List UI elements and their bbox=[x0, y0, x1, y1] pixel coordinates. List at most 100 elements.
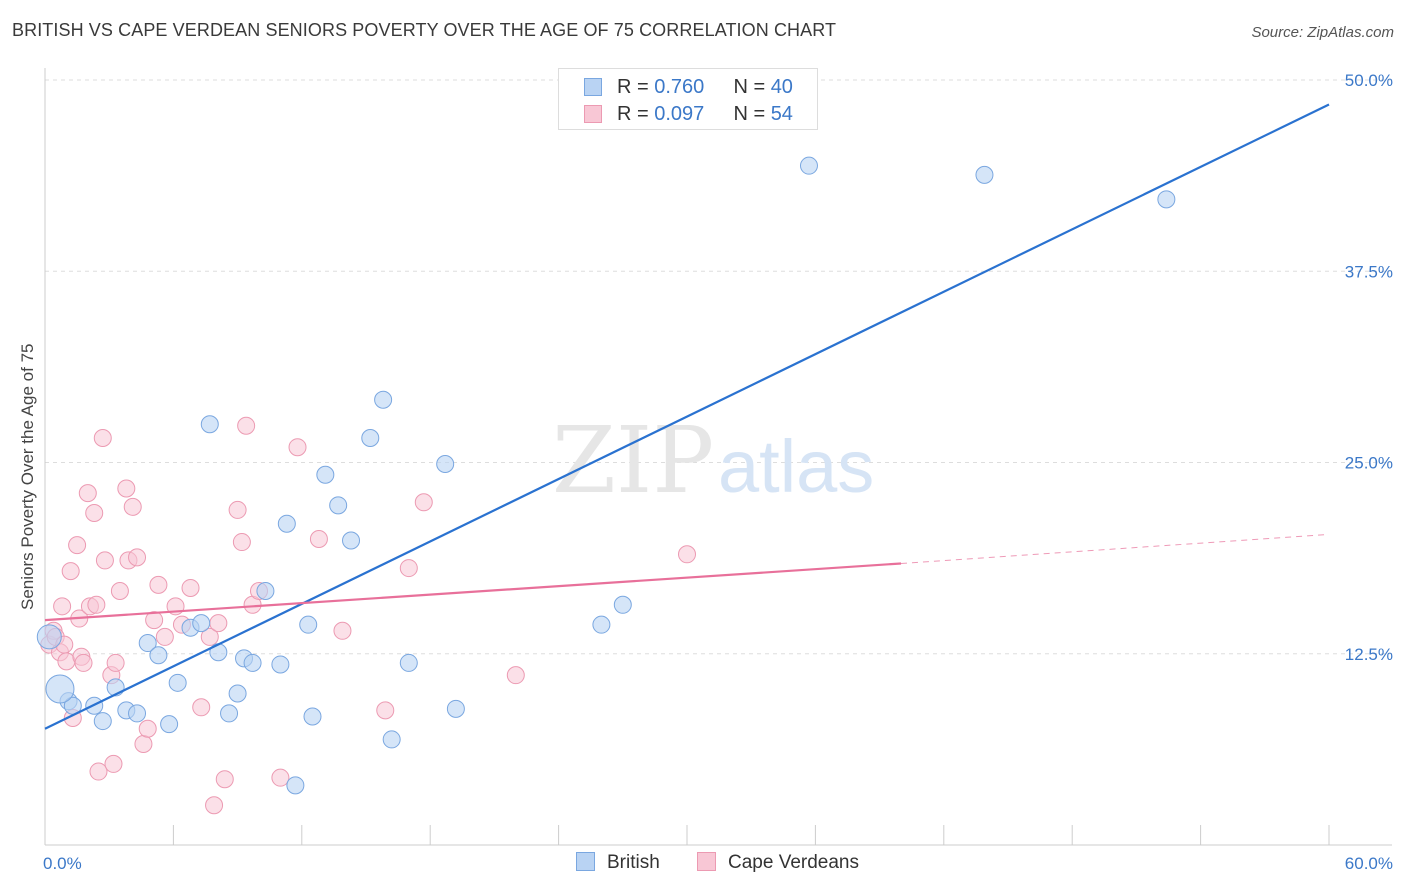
legend-r-label: R = bbox=[617, 103, 655, 125]
y-tick-label: 25.0% bbox=[1345, 454, 1393, 473]
data-point-british bbox=[192, 614, 211, 633]
data-point-cape-verdeans bbox=[181, 578, 200, 597]
data-point-cape-verdeans bbox=[192, 698, 211, 717]
data-point-cape-verdeans bbox=[74, 653, 93, 672]
data-point-british bbox=[799, 156, 818, 175]
legend-n-value: 40 bbox=[770, 76, 793, 98]
chart-title: BRITISH VS CAPE VERDEAN SENIORS POVERTY … bbox=[12, 20, 837, 40]
legend-r-value: 0.097 bbox=[654, 103, 705, 125]
bottom-legend-cape-verdeans: Cape Verdeans bbox=[697, 852, 859, 874]
data-point-cape-verdeans bbox=[93, 429, 112, 448]
data-point-british bbox=[592, 615, 611, 634]
data-point-cape-verdeans bbox=[104, 754, 123, 773]
data-point-cape-verdeans bbox=[57, 652, 76, 671]
data-point-british bbox=[286, 776, 305, 795]
data-point-british bbox=[243, 653, 262, 672]
data-point-british bbox=[256, 582, 275, 601]
data-point-cape-verdeans bbox=[53, 597, 72, 616]
data-point-cape-verdeans bbox=[95, 551, 114, 570]
data-point-cape-verdeans bbox=[138, 719, 157, 738]
data-point-cape-verdeans bbox=[678, 545, 696, 564]
data-point-british bbox=[342, 531, 361, 550]
bottom-legend-label: British bbox=[607, 852, 660, 873]
data-point-british bbox=[382, 730, 401, 749]
y-tick-label: 12.5% bbox=[1345, 645, 1393, 664]
data-point-cape-verdeans bbox=[271, 768, 290, 787]
y-axis-label: Seniors Poverty Over the Age of 75 bbox=[18, 343, 37, 610]
data-point-british bbox=[138, 634, 157, 653]
data-point-british bbox=[975, 165, 994, 184]
trend-line-cape-verdeans bbox=[44, 562, 902, 622]
data-point-cape-verdeans bbox=[309, 530, 328, 548]
data-point-cape-verdeans bbox=[215, 770, 234, 789]
data-point-cape-verdeans bbox=[134, 735, 153, 754]
data-point-british bbox=[220, 704, 239, 723]
legend-swatch-british bbox=[584, 78, 602, 96]
data-point-british bbox=[93, 712, 112, 731]
data-point-cape-verdeans bbox=[506, 666, 525, 685]
data-point-cape-verdeans bbox=[87, 595, 106, 614]
x-tick-label: 0.0% bbox=[43, 854, 82, 873]
data-point-british bbox=[36, 624, 62, 650]
data-point-cape-verdeans bbox=[128, 548, 147, 567]
data-point-cape-verdeans bbox=[209, 614, 228, 633]
watermark-zip: ZIP bbox=[552, 407, 714, 514]
data-point-cape-verdeans bbox=[123, 497, 142, 516]
data-point-british bbox=[1157, 190, 1176, 209]
data-point-cape-verdeans bbox=[89, 762, 108, 781]
data-point-cape-verdeans bbox=[145, 611, 164, 630]
legend-n-label: N = bbox=[733, 76, 771, 98]
data-point-cape-verdeans bbox=[85, 503, 104, 522]
data-point-cape-verdeans bbox=[200, 627, 219, 646]
data-point-cape-verdeans bbox=[78, 484, 97, 503]
x-tick-label: 60.0% bbox=[1345, 854, 1393, 873]
trend-line-british bbox=[44, 103, 1330, 730]
data-point-british bbox=[446, 699, 465, 718]
axes bbox=[44, 68, 1392, 846]
watermark-atlas: atlas bbox=[718, 425, 874, 508]
data-point-cape-verdeans bbox=[68, 536, 87, 555]
data-point-british bbox=[299, 615, 318, 634]
data-point-british bbox=[45, 674, 75, 704]
legend-n-label: N = bbox=[733, 103, 771, 125]
data-point-british bbox=[160, 715, 179, 734]
y-tick-label: 37.5% bbox=[1345, 262, 1393, 281]
data-point-cape-verdeans bbox=[376, 701, 395, 720]
data-point-cape-verdeans bbox=[237, 416, 256, 435]
data-point-cape-verdeans bbox=[228, 500, 247, 519]
bottom-legend-swatch-cape-verdeans bbox=[697, 852, 716, 871]
data-point-british bbox=[316, 465, 335, 484]
legend-r-value: 0.760 bbox=[654, 76, 705, 98]
data-point-british bbox=[228, 684, 247, 703]
british-points bbox=[36, 156, 1176, 795]
bottom-legend-label: Cape Verdeans bbox=[728, 852, 859, 873]
data-point-british bbox=[149, 646, 168, 665]
legend-n-value: 54 bbox=[770, 103, 793, 125]
data-point-cape-verdeans bbox=[149, 575, 168, 594]
data-point-cape-verdeans bbox=[61, 562, 80, 581]
data-point-cape-verdeans bbox=[205, 796, 224, 815]
source-credit: Source: ZipAtlas.com bbox=[1251, 24, 1394, 41]
data-point-british bbox=[329, 496, 348, 515]
data-point-british bbox=[271, 655, 290, 674]
legend-r-label: R = bbox=[617, 76, 655, 98]
data-point-british bbox=[168, 673, 187, 692]
data-point-cape-verdeans bbox=[333, 621, 352, 640]
data-point-british bbox=[374, 390, 393, 409]
x-tick-labels: 0.0% 60.0% bbox=[43, 854, 1393, 873]
data-point-cape-verdeans bbox=[117, 479, 136, 498]
legend-swatch-cape-verdeans bbox=[584, 105, 602, 123]
data-point-british bbox=[128, 704, 147, 723]
data-point-cape-verdeans bbox=[399, 559, 418, 578]
legend-box: R = 0.760 N = 40 R = 0.097 N = 54 bbox=[558, 68, 818, 130]
data-point-cape-verdeans bbox=[288, 438, 307, 457]
data-point-british bbox=[436, 455, 455, 474]
gridlines bbox=[45, 79, 1392, 655]
bottom-legend-swatch-british bbox=[576, 852, 595, 871]
y-tick-labels: 12.5% 25.0% 37.5% 50.0% bbox=[1345, 71, 1393, 664]
watermark: ZIP atlas bbox=[552, 407, 874, 514]
trend-lines bbox=[44, 103, 1330, 730]
data-point-cape-verdeans bbox=[414, 493, 433, 512]
bottom-legend-british: British bbox=[576, 852, 660, 874]
